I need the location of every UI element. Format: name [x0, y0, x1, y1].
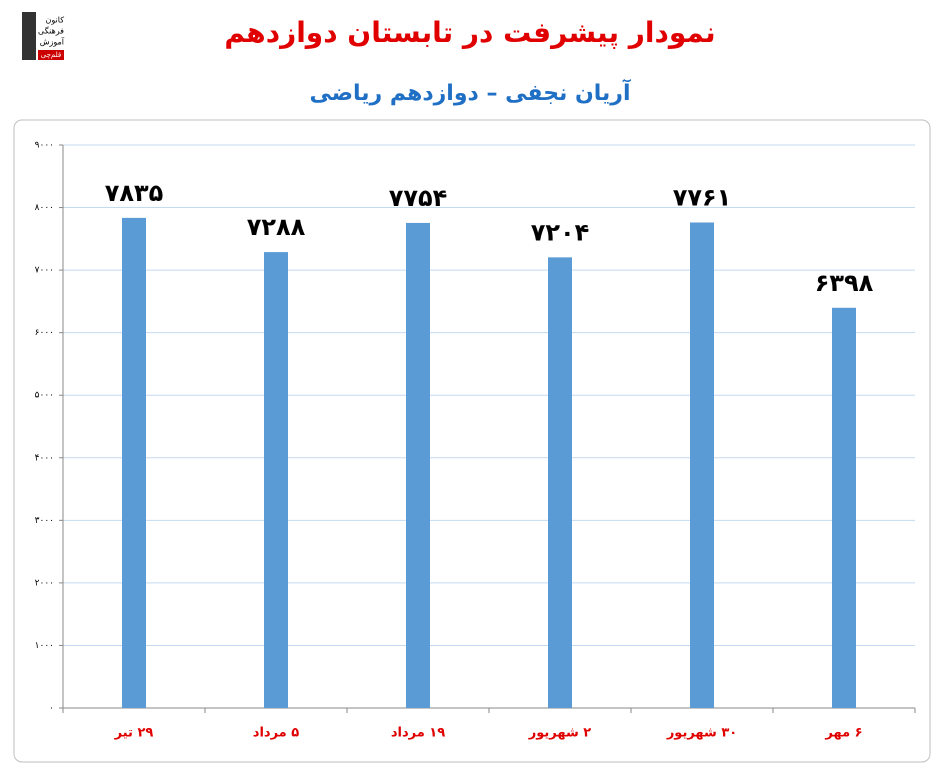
x-tick-label: ۵ مرداد	[253, 726, 299, 741]
y-tick-label: ۱۰۰۰	[35, 641, 54, 651]
x-tick-label: ۳۰ شهریور	[666, 726, 737, 741]
x-tick-label: ۱۹ مرداد	[391, 726, 445, 741]
y-tick-label: ۷۰۰۰	[35, 266, 54, 276]
chart-subtitle: آریان نجفی – دوازدهم ریاضی	[309, 78, 630, 106]
y-tick-label: ۴۰۰۰	[35, 453, 54, 463]
y-tick-label: ۵۰۰۰	[35, 391, 54, 401]
logo-text: کانون	[46, 16, 65, 25]
x-tick-label: ۶ مهر	[824, 726, 862, 741]
y-tick-label: ۸۰۰۰	[35, 203, 54, 213]
value-label: ۷۲۸۸	[247, 213, 306, 241]
y-tick-label: ۳۰۰۰	[35, 516, 54, 526]
value-label: ۷۷۶۱	[673, 184, 732, 212]
logo: کانون فرهنگی آموزش قلم‌چی	[22, 12, 65, 60]
bar	[690, 222, 714, 708]
bar	[548, 257, 572, 708]
chart-frame	[13, 119, 931, 763]
chart-title: نمودار پیشرفت در تابستان دوازدهم	[224, 16, 715, 49]
bar	[832, 307, 856, 708]
value-label: ۶۳۹۸	[815, 269, 874, 297]
x-tick-label: ۲ شهریور	[528, 726, 592, 741]
value-label: ۷۸۳۵	[105, 179, 164, 207]
y-tick-label: ۶۰۰۰	[35, 328, 54, 338]
value-label: ۷۷۵۴	[389, 184, 448, 212]
value-label: ۷۲۰۴	[531, 218, 590, 246]
y-tick-label: ۲۰۰۰	[35, 578, 54, 588]
logo-figure	[22, 12, 36, 60]
logo-text: فرهنگی	[38, 26, 64, 36]
logo-text: آموزش	[40, 37, 65, 47]
y-tick-label: ۰	[49, 704, 54, 714]
y-tick-label: ۹۰۰۰	[35, 141, 54, 151]
logo-band	[38, 50, 64, 60]
bar	[406, 222, 430, 709]
bar	[122, 217, 146, 708]
bar	[264, 252, 288, 709]
x-tick-label: ۲۹ تیر	[114, 726, 154, 741]
logo-text: قلم‌چی	[41, 51, 61, 59]
